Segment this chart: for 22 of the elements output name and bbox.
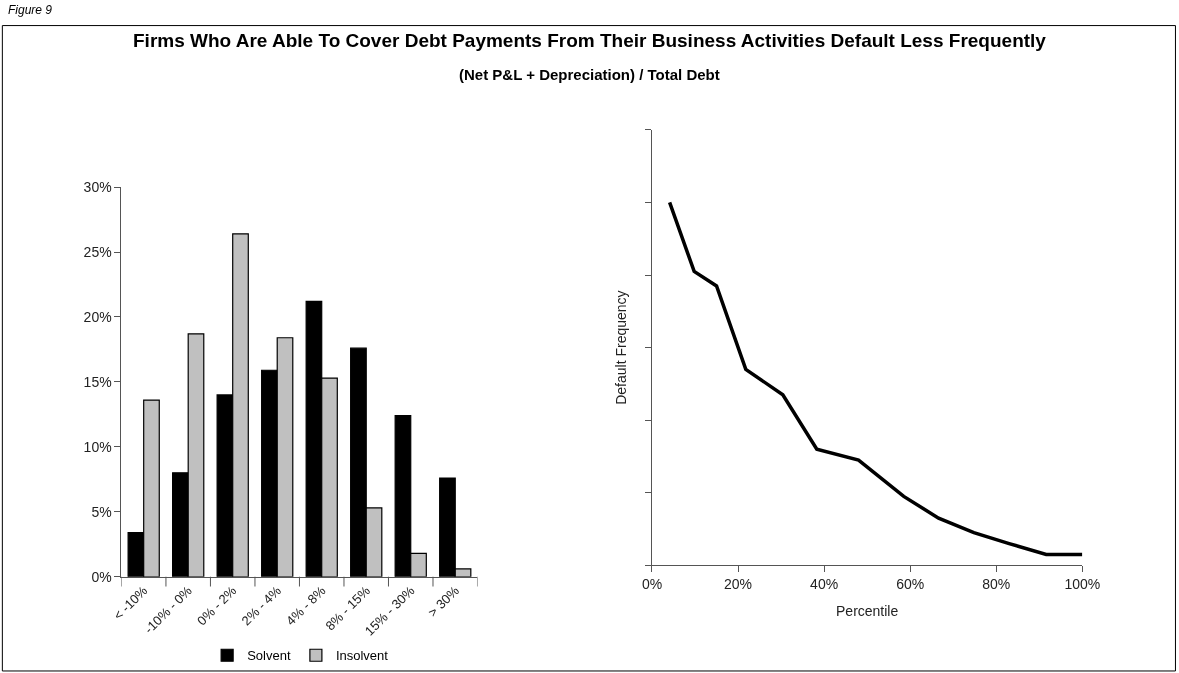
y-tick-label: 25% [83,243,112,260]
caption: Figure 9 [8,3,53,17]
x-tick-label: 40% [810,576,839,593]
text: (Net P&L + Depreciation) / Total Debt [459,66,720,83]
y-tick-label: 15% [83,373,112,390]
x-tick-label: 0% [641,576,663,593]
x-tick-label: 0% - 2% [194,582,240,629]
legend-label: Solvent [247,648,291,664]
x-tick-label: 2% - 4% [238,582,285,629]
x-tick-label: > 30% [425,582,463,620]
x-tick-label: 60% [896,576,925,593]
y-tick-label: 10% [83,438,112,455]
x-tick-label: 100% [1064,576,1101,593]
y-tick-label: 30% [83,178,112,195]
x-axis-title: Percentile [836,603,899,620]
y-axis-title: Default Frequency [612,290,629,405]
legend-label: Insolvent [335,648,389,664]
y-tick-label: 5% [91,503,112,520]
x-tick-label: 20% [724,576,753,593]
text: Firms Who Are Able To Cover Debt Payments From Their Business Activities Default Less Frequently [133,30,1047,51]
x-tick-label: 80% [982,576,1011,593]
y-tick-label: 20% [83,308,112,325]
